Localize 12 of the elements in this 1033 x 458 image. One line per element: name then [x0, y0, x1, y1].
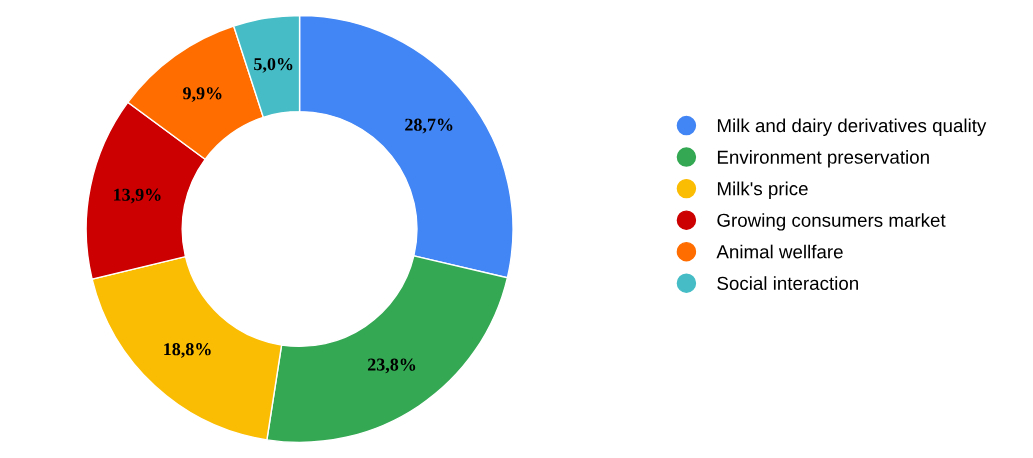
data-label: 5,0% — [254, 57, 293, 73]
data-label: 28,7% — [405, 118, 453, 134]
data-label: 23,8% — [367, 358, 416, 374]
legend-label: Social interaction — [717, 276, 858, 290]
legend-label: Growing consumers market — [717, 213, 946, 231]
data-label: 9,9% — [183, 87, 222, 102]
legend-label: Animal wellfare — [716, 244, 843, 259]
legend-label: Milk and dairy derivatives quality — [717, 118, 987, 136]
data-label: 18,8% — [164, 343, 211, 358]
data-label: 13,9% — [114, 188, 161, 204]
legend-label: Milk's price — [717, 181, 808, 200]
legend-label: Environment preservation — [717, 150, 929, 168]
